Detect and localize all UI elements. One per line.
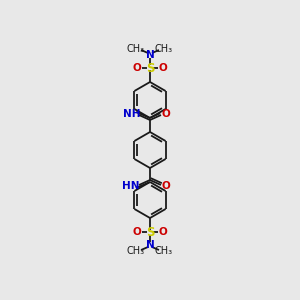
Text: S: S <box>146 61 154 74</box>
Text: CH₃: CH₃ <box>155 246 173 256</box>
Text: S: S <box>146 226 154 238</box>
Text: CH₃: CH₃ <box>127 44 145 54</box>
Text: O: O <box>162 109 170 119</box>
Text: O: O <box>159 227 167 237</box>
Text: O: O <box>133 63 141 73</box>
Text: CH₃: CH₃ <box>155 44 173 54</box>
Text: N: N <box>146 240 154 250</box>
Text: O: O <box>162 181 170 191</box>
Text: CH₃: CH₃ <box>127 246 145 256</box>
Text: N: N <box>146 50 154 60</box>
Text: O: O <box>159 63 167 73</box>
Text: O: O <box>133 227 141 237</box>
Text: NH: NH <box>123 109 141 119</box>
Text: HN: HN <box>122 181 140 191</box>
